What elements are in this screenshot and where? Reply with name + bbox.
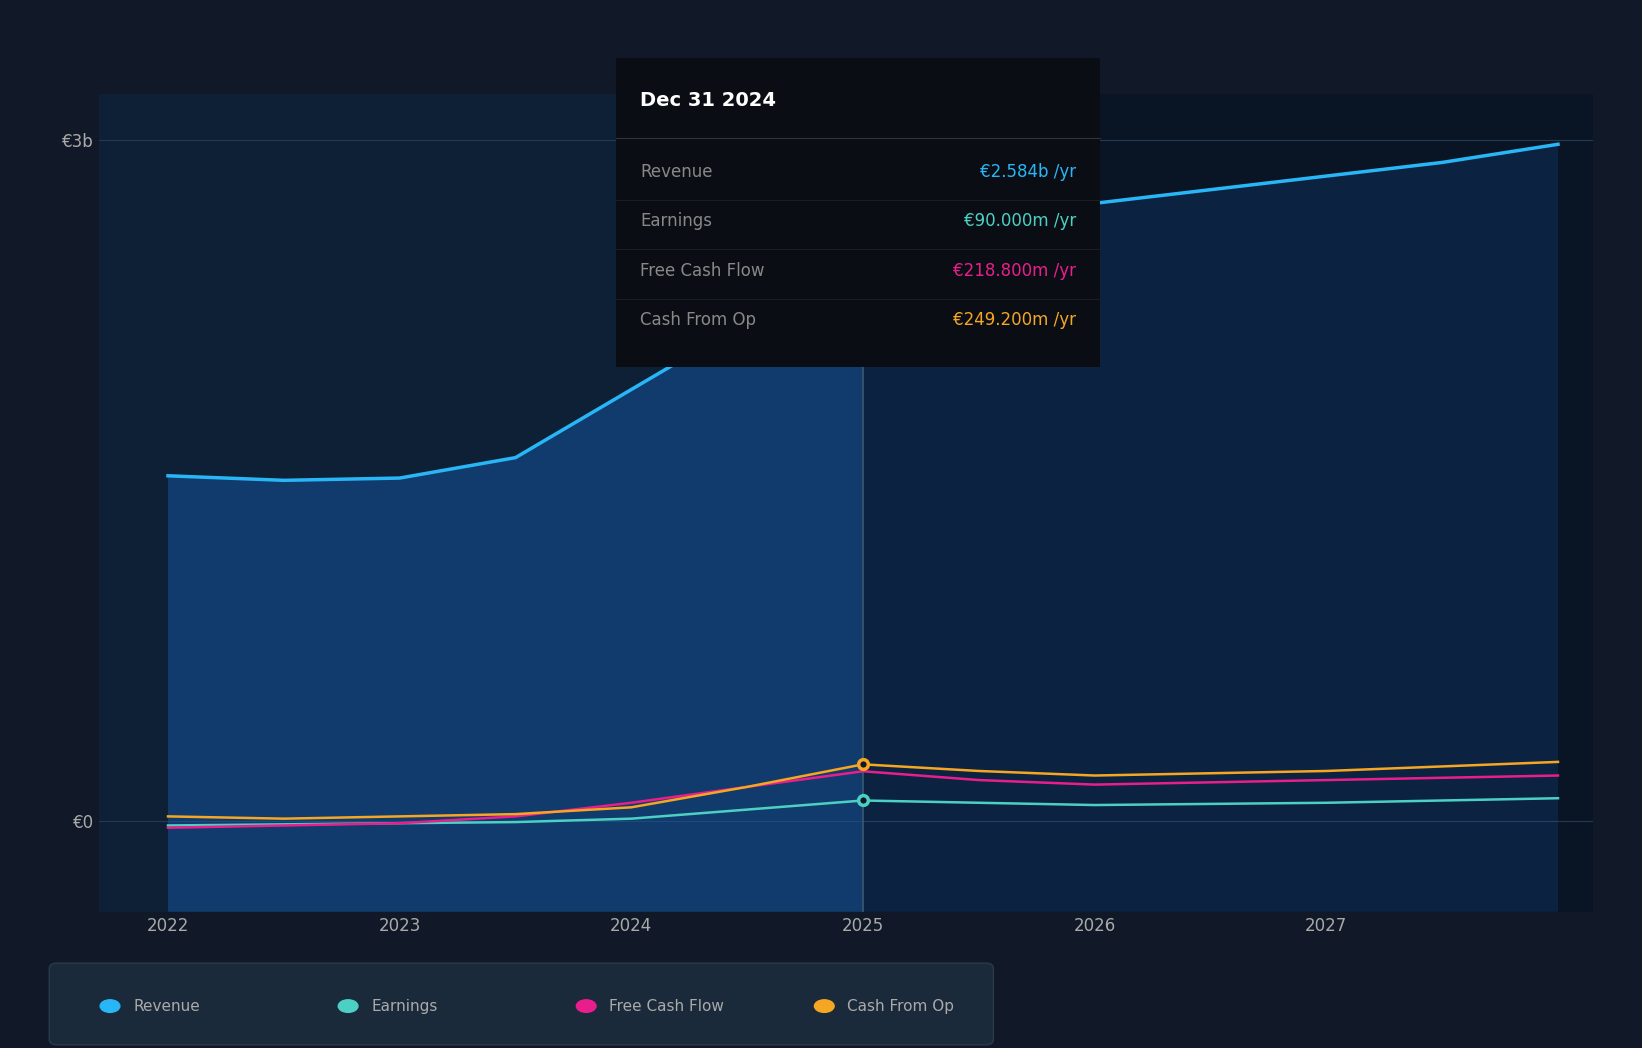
Text: €249.200m /yr: €249.200m /yr [952, 311, 1076, 329]
Text: Free Cash Flow: Free Cash Flow [609, 999, 724, 1013]
Text: Free Cash Flow: Free Cash Flow [640, 262, 765, 280]
Text: Earnings: Earnings [371, 999, 437, 1013]
Text: Cash From Op: Cash From Op [640, 311, 755, 329]
Text: Revenue: Revenue [133, 999, 200, 1013]
Text: €90.000m /yr: €90.000m /yr [964, 213, 1076, 231]
Text: Dec 31 2024: Dec 31 2024 [640, 91, 777, 110]
Text: €2.584b /yr: €2.584b /yr [980, 163, 1076, 181]
Text: Past: Past [808, 145, 852, 162]
Text: Earnings: Earnings [640, 213, 713, 231]
Bar [864, 94, 1593, 912]
Text: €218.800m /yr: €218.800m /yr [952, 262, 1076, 280]
Text: Analysts Forecasts: Analysts Forecasts [875, 145, 1043, 162]
Text: Cash From Op: Cash From Op [847, 999, 954, 1013]
Bar [99, 94, 864, 912]
Text: Revenue: Revenue [640, 163, 713, 181]
